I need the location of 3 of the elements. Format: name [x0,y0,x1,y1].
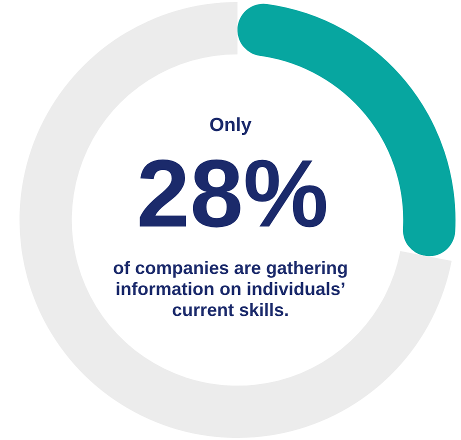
data-label: 28% [136,140,329,248]
text: of companies are gathering information on individuals’ current skills. [112,258,350,321]
text: Only [209,115,252,136]
